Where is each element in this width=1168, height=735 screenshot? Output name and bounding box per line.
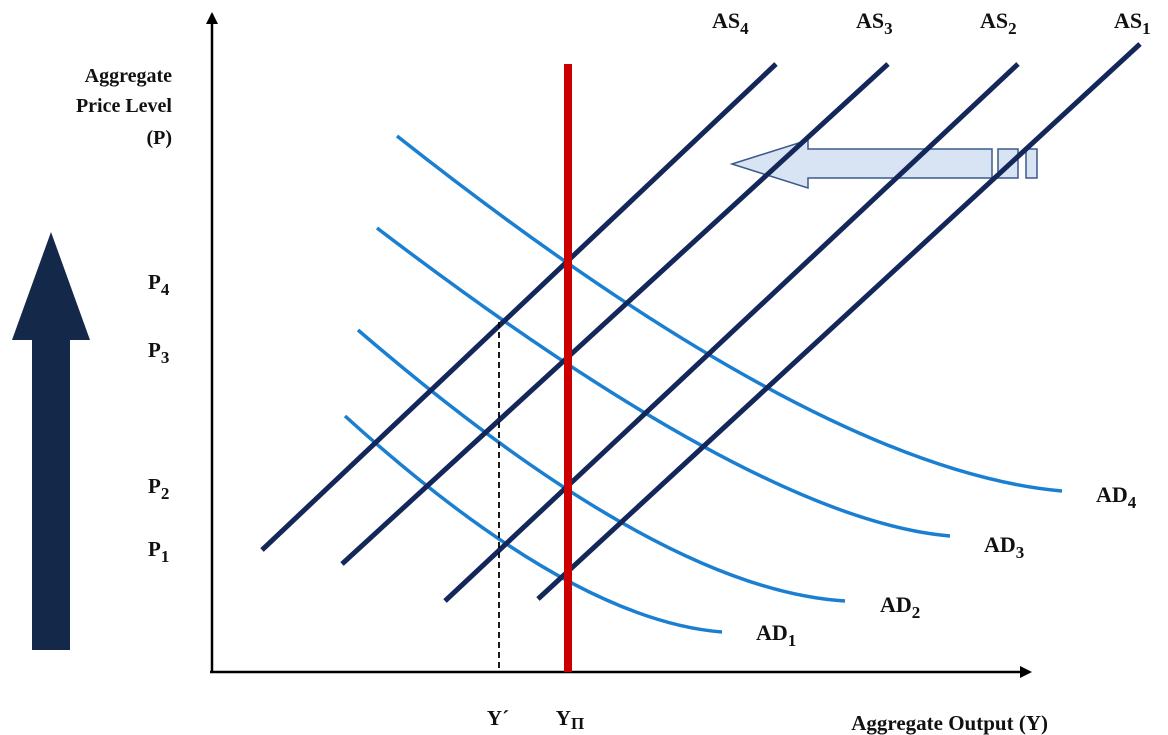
as1-label: AS1	[1114, 8, 1151, 38]
x-axis-label: Aggregate Output (Y)	[851, 711, 1048, 735]
ad1-label: AD1	[756, 620, 796, 650]
as2-label: AS2	[980, 8, 1017, 38]
price-rise-arrow-icon	[12, 232, 90, 650]
ad2-curve	[356, 328, 846, 603]
ad4-curve	[395, 134, 1063, 493]
as1-line	[536, 42, 1142, 601]
p3-label: P3	[148, 338, 169, 367]
y-axis-label-line3: (P)	[146, 127, 172, 149]
ad4-label: AD4	[1096, 482, 1137, 512]
y-axis-label-line2: Price Level	[76, 95, 172, 117]
ad1-curve	[343, 414, 723, 634]
ad3-label: AD3	[984, 532, 1024, 562]
as3-label: AS3	[856, 8, 893, 38]
p1-label: P1	[148, 537, 169, 566]
y-potential-label: YΠ	[556, 706, 584, 733]
y-axis-label-line1: Aggregate	[85, 65, 172, 87]
as2-line	[443, 62, 1020, 603]
as3-line	[340, 62, 890, 566]
p2-label: P2	[148, 474, 169, 503]
ad2-label: AD2	[880, 592, 920, 622]
p4-label: P4	[148, 270, 170, 299]
y-prime-label: Y´	[487, 706, 509, 730]
ad3-curve	[375, 226, 951, 538]
as4-label: AS4	[712, 8, 749, 38]
as4-line	[260, 62, 778, 552]
